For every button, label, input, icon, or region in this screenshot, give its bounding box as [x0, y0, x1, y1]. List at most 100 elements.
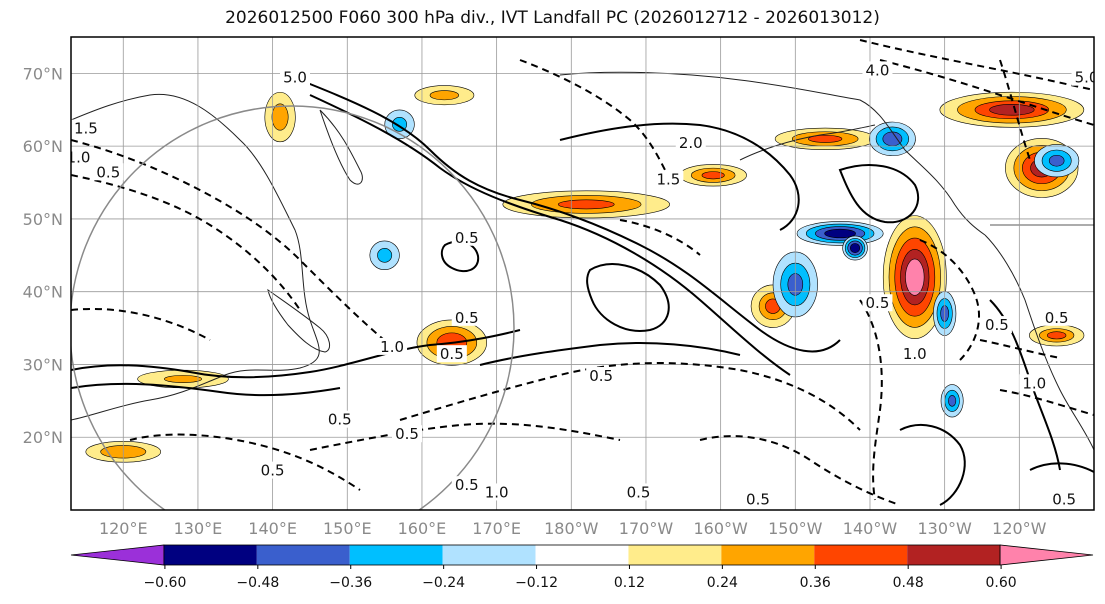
contour-label: 1.0 [903, 345, 927, 363]
contour-solid-4 [71, 382, 341, 397]
divergence-blob [429, 90, 459, 101]
contour-dashed-4 [399, 362, 861, 431]
divergence-blob [824, 228, 856, 239]
contour-dashed-13 [979, 339, 1061, 359]
map-frame [70, 36, 1095, 511]
colorbar-segment [814, 545, 908, 565]
contour-label-bg [623, 483, 654, 501]
colorbar-segment [907, 545, 1001, 565]
colorbar-tick-label: −0.36 [329, 575, 372, 591]
contour-label-bg [377, 337, 408, 355]
contour-label-layer: 1.5 1.0 0.5 5.0 2.0 1.5 0.5 0.5 0.5 1.0 0.5 0.5 0.5 0… [71, 61, 1099, 509]
contour-solid-2 [309, 94, 791, 376]
contour-label-bg [862, 294, 893, 312]
colorbar: −0.60 −0.48 −0.36 −0.24 −0.12 0.12 0.24 0.36 0.4… [70, 544, 1094, 591]
divergence-blob [1048, 154, 1065, 167]
contour-label: 5.0 [283, 69, 307, 87]
coastline-aleutians [739, 124, 876, 161]
lat-label: 50°N [23, 210, 63, 229]
colorbar-segment [442, 545, 536, 565]
lat-label: 70°N [23, 64, 63, 83]
contour-label-bg [451, 228, 482, 246]
lat-label: 30°N [23, 355, 63, 374]
colorbar-tick-label: −0.12 [515, 575, 558, 591]
contour-label: 0.5 [440, 345, 464, 363]
contour-label-bg [257, 461, 288, 479]
contour-label-bg [324, 410, 355, 428]
lon-label: 160°E [398, 519, 447, 538]
colorbar-tick-label: 0.60 [986, 575, 1017, 591]
lat-label: 60°N [23, 137, 63, 156]
contour-solid-6 [838, 164, 920, 224]
coastline-layer [71, 71, 1094, 451]
contour-label: 0.5 [589, 367, 613, 385]
contour-label-bg [675, 134, 706, 152]
graticule-layer [71, 37, 1094, 510]
contour-dashed-10 [519, 59, 671, 181]
coastline-kamchatka [319, 109, 363, 185]
contour-label: 0.5 [746, 491, 770, 509]
colorbar-segment [349, 545, 443, 565]
contour-dashed-1 [71, 139, 391, 346]
colorbar-segment [628, 545, 722, 565]
contour-dashed-15 [999, 59, 1031, 161]
lon-label: 130°W [917, 519, 972, 538]
contour-label: 0.5 [455, 309, 479, 327]
lat-label: 40°N [23, 283, 63, 302]
region-circle [71, 105, 515, 510]
contour-dashed-3 [71, 307, 211, 341]
divergence-blob [164, 375, 202, 383]
colorbar-tick-label: 0.24 [707, 575, 738, 591]
map-title: 2026012500 F060 300 hPa div., IVT Landfa… [225, 8, 880, 28]
lat-label: 20°N [23, 428, 63, 447]
colorbar-segment [721, 545, 815, 565]
contour-solid-3 [71, 329, 521, 379]
contour-dashed-11 [859, 299, 883, 501]
divergence-blob [882, 131, 903, 147]
lon-label: 130°E [174, 519, 223, 538]
contour-label-bg [1071, 68, 1094, 86]
lon-label: 160°W [693, 519, 748, 538]
contour-label-bg [392, 425, 423, 443]
divergence-blob [701, 171, 725, 180]
contour-label: 5.0 [1075, 69, 1099, 87]
contour-dashed-8 [859, 39, 1094, 91]
longitude-labels: 120°E 130°E 140°E 150°E 160°E 170°E 180°W 170°W… [99, 519, 1047, 538]
contour-label-bg [481, 483, 512, 501]
colorbar-extend-low [70, 544, 165, 566]
contour-label-bg [451, 308, 482, 326]
lon-label: 150°W [768, 519, 823, 538]
contour-label-bg [280, 68, 311, 86]
lon-label: 170°E [472, 519, 521, 538]
colorbar-tick-label: −0.24 [422, 575, 465, 591]
contour-dashed-6 [129, 433, 361, 491]
lon-label: 120°E [99, 519, 148, 538]
contour-solid-1 [299, 79, 841, 353]
coastline-asia [71, 93, 320, 421]
contour-label: 0.5 [328, 411, 352, 429]
contour-label-bg [862, 61, 893, 79]
contour-label-bg [899, 345, 930, 363]
lon-label: 180°W [544, 519, 599, 538]
colorbar-tick-label: 0.12 [614, 575, 645, 591]
contour-solid-5 [559, 122, 800, 231]
contour-solid-12 [1029, 462, 1094, 473]
divergence-blob [849, 243, 861, 253]
region-circle-layer [71, 105, 515, 510]
divergence-blob [989, 104, 1035, 116]
contour-label: 1.0 [380, 338, 404, 356]
contour-label: 1.5 [74, 120, 98, 138]
contour-dashed-7 [699, 435, 901, 506]
divergence-blob [1047, 331, 1067, 340]
contour-label-bg [71, 148, 94, 166]
colorbar-frame [163, 544, 1001, 566]
lon-label: 120°W [992, 519, 1047, 538]
colorbar-segment [256, 545, 350, 565]
colorbar-tick-label: 0.48 [893, 575, 924, 591]
contour-label-bg [1041, 308, 1072, 326]
contour-label-bg [71, 119, 101, 137]
coastline-north-america [984, 234, 1094, 451]
lon-label: 140°W [843, 519, 898, 538]
contour-label: 0.5 [985, 316, 1009, 334]
